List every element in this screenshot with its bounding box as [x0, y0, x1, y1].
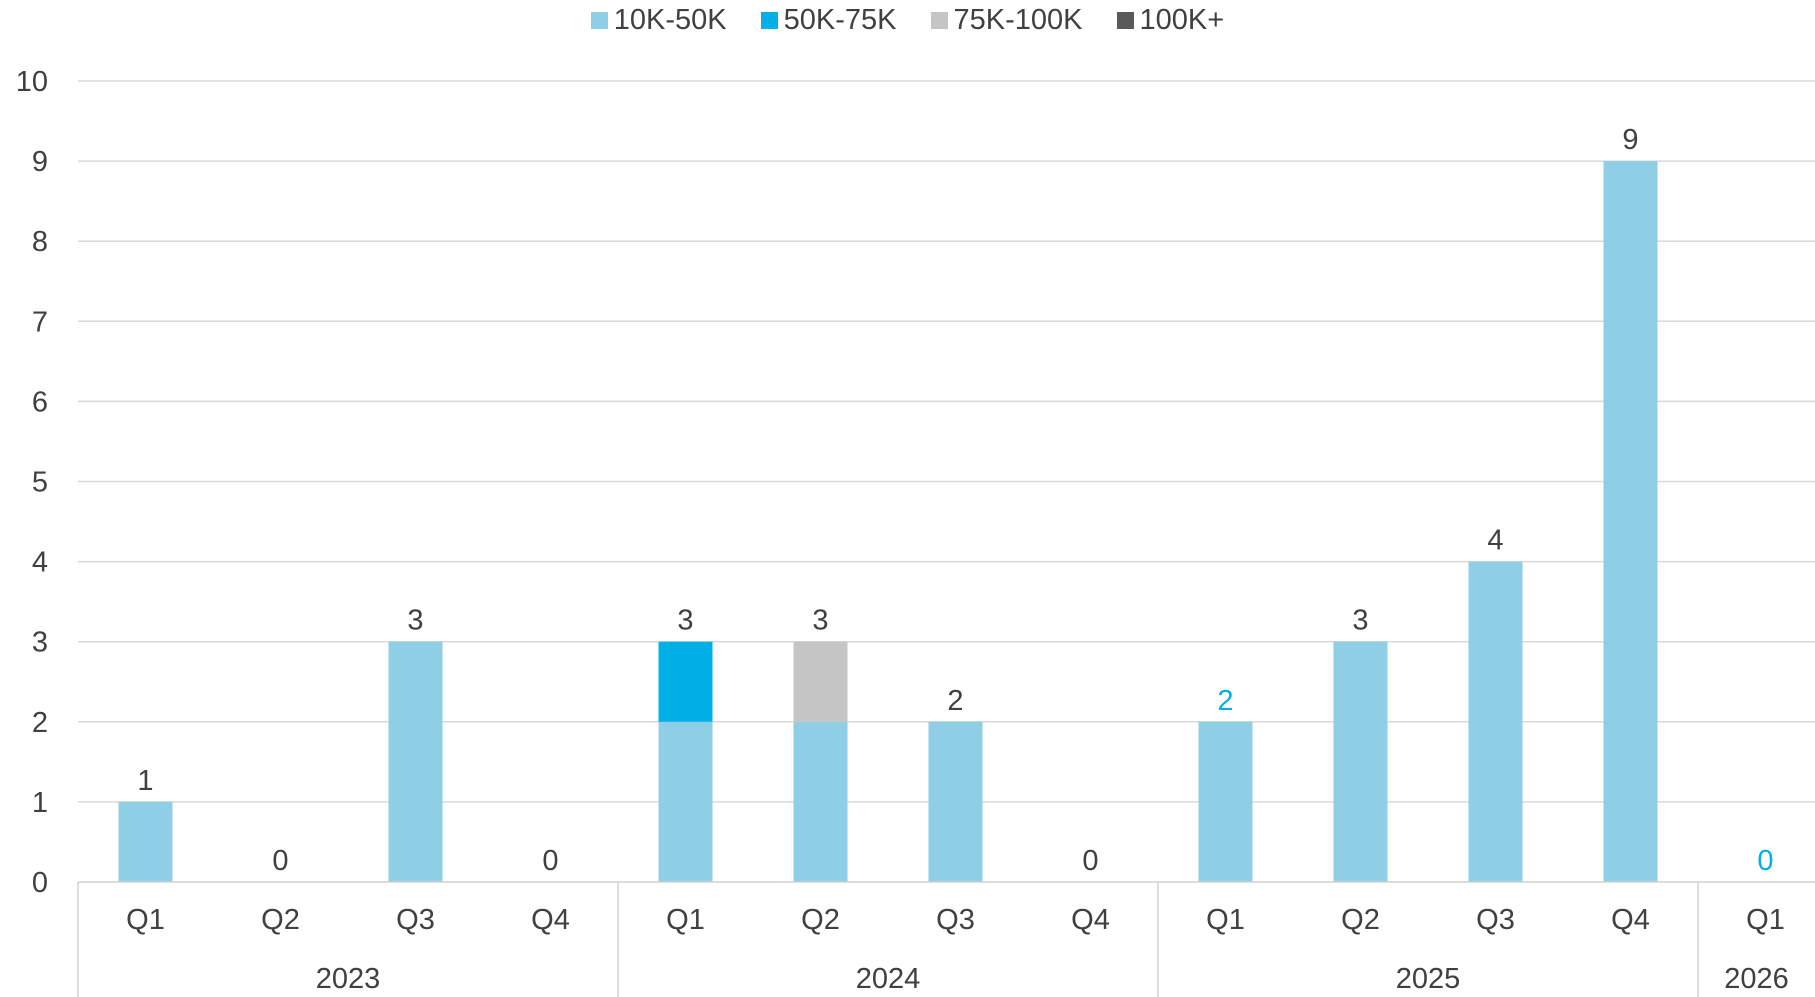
x-tick-label-quarter: Q2 [261, 904, 300, 936]
x-tick-label-quarter: Q2 [801, 904, 840, 936]
x-tick-label-quarter: Q1 [126, 904, 165, 936]
x-tick-label-quarter: Q3 [396, 904, 435, 936]
y-tick-label: 10 [16, 66, 48, 98]
legend-swatch-10k-50k [590, 12, 608, 29]
x-tick-label-quarter: Q2 [1341, 904, 1380, 936]
legend-item-75k-100k: 75K-100K [930, 4, 1083, 37]
x-tick-label-quarter: Q3 [1476, 904, 1515, 936]
bar-2023-Q3-series-0 [388, 641, 443, 882]
legend-swatch-50k-75k [760, 12, 778, 29]
x-tick-label-quarter: Q1 [666, 904, 705, 936]
x-axis: Q1 Q2 Q3 Q4 2023 Q1 Q2 Q3 Q4 2024 Q1 Q2 Q3 Q4 2025 Q1 20… [77, 881, 1815, 997]
legend-item-10k-50k: 10K-50K [590, 4, 727, 37]
x-tick-label-quarter: Q1 [1746, 904, 1785, 936]
bar-2024-Q2-series-2 [793, 641, 848, 722]
bars [118, 161, 1658, 883]
data-label-2023-Q4: 0 [542, 845, 558, 877]
legend-item-100k-plus: 100K+ [1116, 4, 1225, 37]
x-tick-label-quarter: Q1 [1206, 904, 1245, 936]
bar-2024-Q3-series-0 [928, 721, 983, 882]
data-label-2025-Q1: 2 [1217, 685, 1233, 717]
legend-item-50k-75k: 50K-75K [760, 4, 897, 37]
x-tick-label-quarter: Q4 [531, 904, 570, 936]
y-tick-label: 1 [32, 787, 48, 819]
bar-2025-Q3-series-0 [1468, 561, 1523, 882]
bar-2024-Q1-series-1 [658, 641, 713, 722]
bar-2024-Q2-series-0 [793, 721, 848, 882]
bar-2025-Q1-series-0 [1198, 721, 1253, 882]
y-tick-label: 5 [32, 467, 48, 499]
data-label-2024-Q3: 2 [947, 685, 963, 717]
legend: 10K-50K 50K-75K 75K-100K 100K+ [0, 4, 1815, 37]
data-label-2025-Q3: 4 [1487, 525, 1503, 557]
y-tick-label: 8 [32, 226, 48, 258]
x-tick-label-quarter: Q4 [1071, 904, 1110, 936]
y-axis: 0 1 2 3 4 5 6 7 8 9 10 [16, 66, 48, 899]
data-label-2023-Q1: 1 [137, 765, 153, 797]
x-group-label-2023: 2023 [316, 963, 381, 995]
data-label-2025-Q4: 9 [1622, 124, 1638, 156]
y-tick-label: 6 [32, 386, 48, 418]
data-label-2024-Q4: 0 [1082, 845, 1098, 877]
legend-label-10k-50k: 10K-50K [613, 4, 727, 36]
x-group-label-2026: 2026 [1724, 963, 1789, 995]
bar-2024-Q1-series-0 [658, 721, 713, 882]
y-tick-label: 3 [32, 627, 48, 659]
data-labels: 1 0 3 0 3 3 2 0 2 3 4 9 0 [137, 124, 1773, 877]
x-group-label-2024: 2024 [856, 963, 921, 995]
x-tick-label-quarter: Q4 [1611, 904, 1650, 936]
y-tick-label: 4 [32, 547, 48, 579]
x-tick-label-quarter: Q3 [936, 904, 975, 936]
legend-swatch-100k-plus [1116, 12, 1134, 29]
y-tick-label: 9 [32, 146, 48, 178]
x-group-label-2025: 2025 [1396, 963, 1461, 995]
legend-swatch-75k-100k [930, 12, 948, 29]
bar-2025-Q4-series-0 [1603, 161, 1658, 883]
data-label-2026-Q1: 0 [1757, 845, 1773, 877]
bar-2025-Q2-series-0 [1333, 641, 1388, 882]
bar-2023-Q1-series-0 [118, 801, 173, 882]
data-label-2025-Q2: 3 [1352, 605, 1368, 637]
y-tick-label: 2 [32, 707, 48, 739]
legend-label-50k-75k: 50K-75K [783, 4, 897, 36]
legend-label-100k-plus: 100K+ [1139, 4, 1225, 36]
data-label-2024-Q2: 3 [812, 605, 828, 637]
legend-label-75k-100k: 75K-100K [953, 4, 1083, 36]
y-tick-label: 7 [32, 306, 48, 338]
y-tick-label: 0 [32, 867, 48, 899]
data-label-2023-Q3: 3 [407, 605, 423, 637]
data-label-2024-Q1: 3 [677, 605, 693, 637]
data-label-2023-Q2: 0 [272, 845, 288, 877]
